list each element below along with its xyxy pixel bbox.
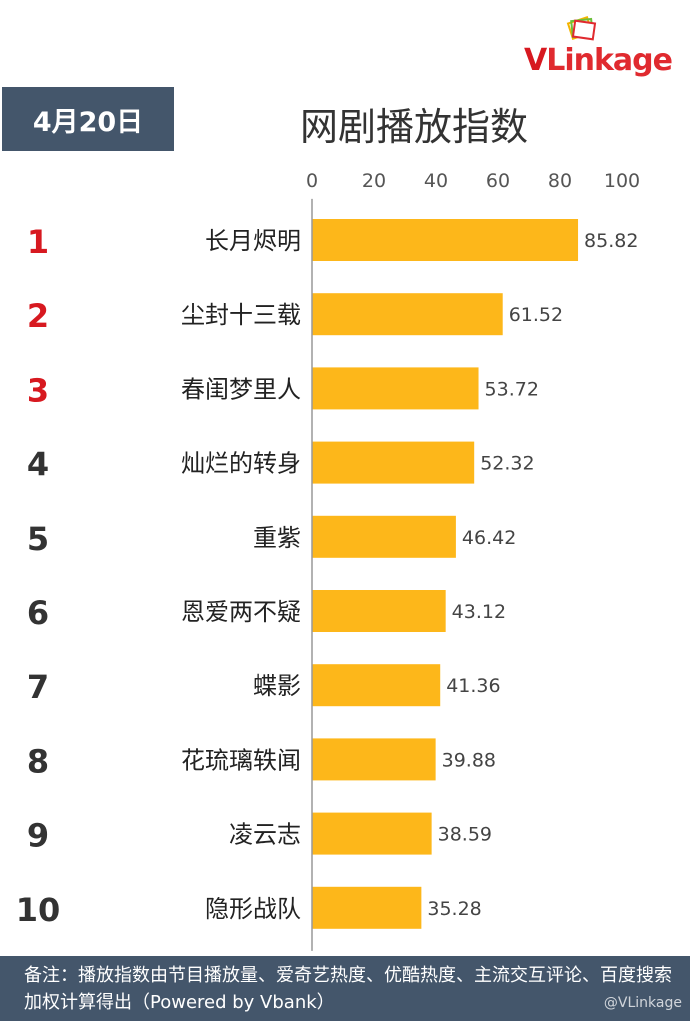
bar: [312, 886, 422, 929]
category-label: 长月烬明: [205, 227, 301, 255]
date-label: 4月20日: [32, 106, 144, 138]
value-label: 52.32: [480, 453, 534, 475]
logo-text: VLinkage: [524, 43, 673, 78]
bar: [312, 664, 441, 707]
value-label: 38.59: [438, 824, 492, 846]
x-tick-label: 80: [548, 170, 572, 192]
rank-number: 5: [27, 520, 49, 558]
category-label: 花琉璃轶闻: [181, 746, 301, 774]
value-label: 46.42: [462, 527, 516, 549]
bar: [312, 219, 579, 261]
rank-number: 7: [27, 668, 49, 706]
x-tick-label: 40: [424, 170, 448, 192]
value-label: 61.52: [509, 304, 563, 326]
value-label: 53.72: [485, 378, 539, 400]
rank-number: 10: [16, 891, 61, 929]
category-label: 灿烂的转身: [181, 450, 301, 478]
bar: [312, 441, 475, 484]
value-label: 85.82: [584, 230, 638, 252]
value-label: 35.28: [427, 898, 481, 920]
bar: [312, 515, 456, 558]
chart-title: 网剧播放指数: [300, 105, 529, 149]
x-tick-label: 20: [362, 170, 386, 192]
footer-note: 备注：播放指数由节目播放量、爱奇艺热度、优酷热度、主流交互评论、百度搜索加权计算…: [0, 956, 690, 1021]
category-label: 凌云志: [229, 821, 301, 849]
x-tick-label: 60: [486, 170, 510, 192]
rank-number: 1: [27, 223, 49, 261]
value-label: 39.88: [442, 749, 496, 771]
date-badge: 4月20日: [2, 87, 174, 151]
logo-cards-icon: [566, 16, 597, 41]
value-label: 41.36: [446, 675, 500, 697]
rank-number: 9: [27, 817, 49, 855]
watermark: @VLinkage: [603, 995, 682, 1011]
category-label: 尘封十三载: [181, 301, 301, 329]
category-label: 蝶影: [253, 672, 301, 700]
bar: [312, 738, 436, 781]
category-label: 重紫: [253, 524, 301, 552]
bar: [312, 812, 432, 855]
value-label: 43.12: [452, 601, 506, 623]
rank-number: 4: [27, 446, 49, 484]
category-label: 恩爱两不疑: [181, 598, 301, 626]
rank-number: 2: [27, 297, 49, 335]
bar-chart: 0 20 40 60 80 100 1 长月烬明 85.82 2 尘封十三载 61.52 3 春闺梦里人 5…: [16, 170, 640, 951]
footer-note-text: 备注：播放指数由节目播放量、爱奇艺热度、优酷热度、主流交互评论、百度搜索加权计算…: [24, 965, 672, 1013]
bar: [312, 590, 446, 632]
bar: [312, 367, 479, 410]
x-tick-label: 0: [306, 170, 318, 192]
category-label: 隐形战队: [205, 895, 301, 923]
x-tick-label: 100: [604, 170, 640, 192]
category-label: 春闺梦里人: [181, 375, 301, 403]
vlinkage-logo: VLinkage: [520, 14, 685, 78]
rank-number: 6: [27, 594, 49, 632]
rank-number: 3: [27, 371, 49, 409]
rank-number: 8: [27, 742, 49, 780]
bar: [312, 293, 503, 336]
